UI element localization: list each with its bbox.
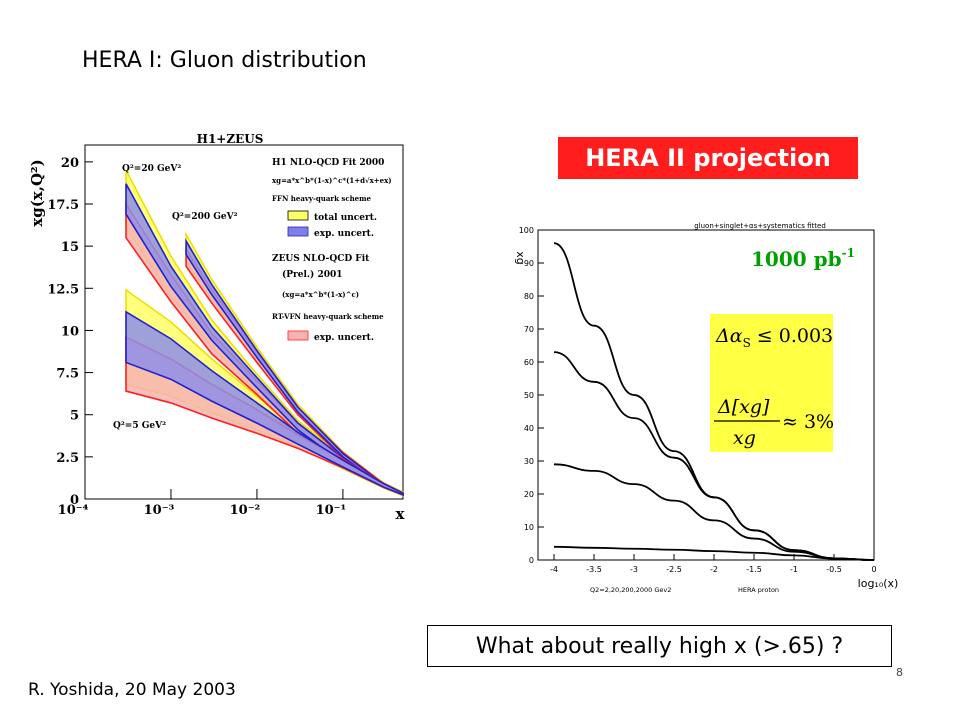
- legend-h1-param: xg=a*x^b*(1-x)^c*(1+d√x+ex): [272, 176, 392, 185]
- y-tick-label: 7.5: [56, 367, 79, 382]
- x-tick-label: -4: [550, 565, 558, 574]
- y-axis-label: xg: [514, 251, 527, 265]
- series-line-q2-2: [553, 545, 875, 561]
- legend-zeus-sub: (Prel.) 2001: [282, 269, 343, 280]
- footer-author-date: R. Yoshida, 20 May 2003: [28, 680, 236, 700]
- y-tick-label: 5: [70, 409, 79, 424]
- ratio-numerator: Δ[xg]: [717, 396, 770, 418]
- gluon-distribution-chart: 0 2.5 5 7.5 10 12.5 15 17.5 20 10⁻⁴ 10⁻³ 10⁻² 10⁻¹ H…: [28, 132, 406, 523]
- x-tick-label: -3: [630, 565, 638, 574]
- q2-label-20: Q²=20 GeV²: [122, 164, 181, 174]
- chart-title: gluon+singlet+αs+systematics fitted: [694, 222, 826, 230]
- y-tick-label: 70: [524, 325, 534, 334]
- series-line-q2-20: [553, 463, 875, 561]
- x-axis-label: x: [396, 505, 406, 523]
- legend-zeus-title: ZEUS NLO-QCD Fit: [272, 254, 370, 264]
- y-tick-label: 10: [61, 324, 79, 339]
- y-tick-label: 40: [524, 424, 534, 433]
- y-tick-label: 100: [519, 226, 534, 235]
- hera-ii-projection-chart: 0 10 20 30 40 50 60 70 80 90 100 -4 -3.5 -3 -2.5 -2 -1.5…: [514, 222, 899, 594]
- luminosity-label: 1000 pb-1: [751, 246, 855, 271]
- slide-title: HERA I: Gluon distribution: [82, 48, 367, 73]
- h1-exp-band-q2-5: [125, 310, 404, 496]
- y-tick-label: 30: [524, 457, 534, 466]
- legend-zeus-param: (xg=a*x^b*(1-x)^c): [282, 290, 359, 299]
- x-tick-label: -0.5: [826, 565, 842, 574]
- x-tick-label: -3.5: [586, 565, 602, 574]
- x-tick-label: 10⁻²: [230, 503, 261, 518]
- x-axis-label: log₁₀(x): [858, 577, 899, 590]
- q2-label-200: Q²=200 GeV²: [172, 212, 238, 222]
- legend-zeus-exp-swatch: [287, 330, 309, 341]
- x-tick-label: 10⁻¹: [316, 503, 347, 518]
- y-tick-label: 60: [524, 358, 534, 367]
- ratio-denominator: xg: [733, 427, 756, 449]
- y-tick-label: 17.5: [47, 198, 79, 213]
- alpha-s-bound: ΔαS ≤ 0.003: [715, 325, 833, 350]
- y-tick-label: 50: [524, 391, 534, 400]
- x-tick-label: 10⁻³: [144, 503, 175, 518]
- precision-box: [710, 314, 833, 452]
- legend-zeus-scheme: RT-VFN heavy-quark scheme: [272, 312, 384, 321]
- legend-exp-swatch: [287, 226, 309, 237]
- q2-label-5: Q²=5 GeV²: [113, 421, 166, 431]
- page-number: 8: [896, 666, 903, 679]
- x-tick-label: -1.5: [746, 565, 762, 574]
- y-tick-label: 90: [524, 259, 534, 268]
- subtitle-left: Q2=2,20,200,2000 Gev2: [590, 586, 671, 594]
- ratio-value: ≈ 3%: [782, 411, 834, 433]
- hera-ii-projection-banner: HERA II projection: [558, 137, 858, 179]
- y-tick-label: 2.5: [56, 451, 79, 466]
- y-tick-label: 0: [70, 493, 79, 508]
- y-tick-label: 20: [524, 490, 534, 499]
- legend-total: total uncert.: [314, 213, 377, 223]
- legend-total-swatch: [287, 210, 309, 221]
- y-tick-label: 20: [61, 156, 79, 171]
- legend-zeus-exp: exp. uncert.: [314, 333, 374, 343]
- x-tick-label: -1: [790, 565, 798, 574]
- y-tick-label: 80: [524, 292, 534, 301]
- question-box: What about really high x (>.65) ?: [427, 625, 892, 667]
- legend-exp: exp. uncert.: [314, 229, 374, 239]
- y-tick-label: 10: [524, 523, 534, 532]
- chart-title: H1+ZEUS: [197, 132, 264, 146]
- y-tick-label: 12.5: [47, 282, 79, 297]
- y-axis-label: xg(x,Q²): [28, 159, 46, 226]
- legend-h1-title: H1 NLO-QCD Fit 2000: [272, 158, 384, 168]
- legend-h1-scheme: FFN heavy-quark scheme: [272, 194, 372, 203]
- y-tick-label: 0: [529, 556, 534, 565]
- x-tick-label: 10⁻⁴: [58, 503, 89, 518]
- y-tick-label: 15: [61, 240, 79, 255]
- subtitle-right: HERA proton: [738, 586, 779, 594]
- x-tick-label: 0: [871, 565, 876, 574]
- x-tick-label: -2.5: [666, 565, 682, 574]
- x-tick-label: -2: [710, 565, 718, 574]
